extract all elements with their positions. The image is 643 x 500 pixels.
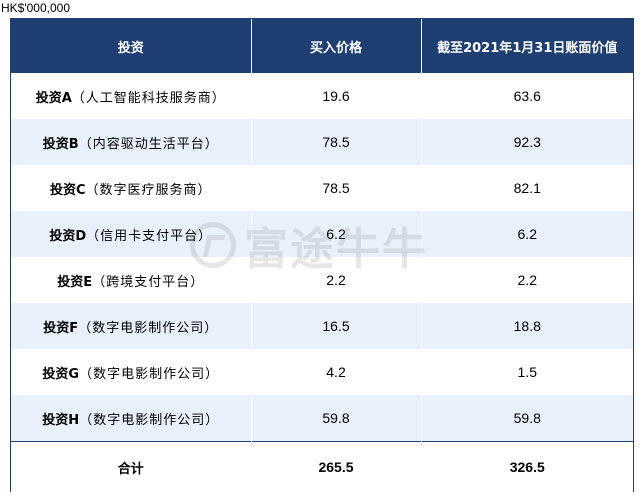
investment-desc: （数字电影制作公司） — [79, 412, 220, 428]
book-value-cell: 92.3 — [421, 119, 633, 165]
table-row: 投资F（数字电影制作公司） 16.5 18.8 — [11, 303, 633, 349]
investment-name: 投资D — [49, 228, 87, 244]
total-book-value: 326.5 — [421, 441, 633, 492]
table-row: 投资C（数字医疗服务商） 78.5 82.1 — [11, 165, 633, 211]
total-purchase-price: 265.5 — [251, 441, 422, 492]
investment-name: 投资F — [43, 320, 79, 336]
book-value-cell: 1.5 — [421, 349, 633, 395]
investment-name-cell: 投资G（数字电影制作公司） — [11, 349, 252, 395]
unit-label: HK$'000,000 — [1, 1, 71, 15]
investment-name: 投资H — [42, 412, 80, 428]
book-value-cell: 18.8 — [421, 303, 633, 349]
purchase-price-cell: 16.5 — [251, 303, 422, 349]
total-row: 合计 265.5 326.5 — [11, 441, 633, 492]
investment-desc: （数字医疗服务商） — [85, 182, 212, 198]
investment-name-cell: 投资B（内容驱动生活平台） — [11, 119, 252, 165]
table-row: 投资D（信用卡支付平台） 6.2 6.2 — [11, 211, 633, 257]
header-book-value: 截至2021年1月31日账面价值 — [421, 19, 633, 73]
investment-desc: （数字电影制作公司） — [78, 320, 219, 336]
table-row: 投资A（人工智能科技服务商） 19.6 63.6 — [11, 73, 633, 119]
investment-name-cell: 投资E（跨境支付平台） — [11, 257, 252, 303]
table-row: 投资H（数字电影制作公司） 59.8 59.8 — [11, 395, 633, 442]
investment-desc: （信用卡支付平台） — [86, 228, 213, 244]
book-value-cell: 59.8 — [421, 395, 633, 442]
investment-table-container: 投资 买入价格 截至2021年1月31日账面价值 投资A（人工智能科技服务商） … — [10, 18, 634, 492]
purchase-price-cell: 4.2 — [251, 349, 422, 395]
table-row: 投资G（数字电影制作公司） 4.2 1.5 — [11, 349, 633, 395]
book-value-cell: 82.1 — [421, 165, 633, 211]
header-purchase-price: 买入价格 — [251, 19, 422, 73]
investment-name-cell: 投资A（人工智能科技服务商） — [11, 73, 252, 119]
investment-name-cell: 投资D（信用卡支付平台） — [11, 211, 252, 257]
investment-desc: （跨境支付平台） — [92, 274, 205, 290]
book-value-cell: 63.6 — [421, 73, 633, 119]
purchase-price-cell: 2.2 — [251, 257, 422, 303]
investment-table: 投资 买入价格 截至2021年1月31日账面价值 投资A（人工智能科技服务商） … — [11, 19, 633, 492]
purchase-price-cell: 19.6 — [251, 73, 422, 119]
table-row: 投资E（跨境支付平台） 2.2 2.2 — [11, 257, 633, 303]
investment-name: 投资C — [49, 182, 86, 198]
purchase-price-cell: 78.5 — [251, 119, 422, 165]
investment-desc: （人工智能科技服务商） — [71, 90, 226, 106]
table-row: 投资B（内容驱动生活平台） 78.5 92.3 — [11, 119, 633, 165]
investment-name: 投资E — [57, 274, 93, 290]
purchase-price-cell: 6.2 — [251, 211, 422, 257]
book-value-cell: 2.2 — [421, 257, 633, 303]
investment-name: 投资A — [35, 90, 72, 106]
purchase-price-cell: 78.5 — [251, 165, 422, 211]
investment-name: 投资G — [42, 366, 80, 382]
book-value-cell: 6.2 — [421, 211, 633, 257]
table-header: 投资 买入价格 截至2021年1月31日账面价值 — [11, 19, 633, 73]
header-investment: 投资 — [11, 19, 252, 73]
investment-name: 投资B — [42, 136, 79, 152]
table-body: 投资A（人工智能科技服务商） 19.6 63.6 投资B（内容驱动生活平台） 7… — [11, 73, 633, 492]
investment-name-cell: 投资F（数字电影制作公司） — [11, 303, 252, 349]
investment-name-cell: 投资H（数字电影制作公司） — [11, 395, 252, 442]
investment-name-cell: 投资C（数字医疗服务商） — [11, 165, 252, 211]
investment-desc: （内容驱动生活平台） — [78, 136, 219, 152]
header-row: 投资 买入价格 截至2021年1月31日账面价值 — [11, 19, 633, 73]
total-label: 合计 — [11, 441, 252, 492]
purchase-price-cell: 59.8 — [251, 395, 422, 442]
investment-desc: （数字电影制作公司） — [79, 366, 220, 382]
